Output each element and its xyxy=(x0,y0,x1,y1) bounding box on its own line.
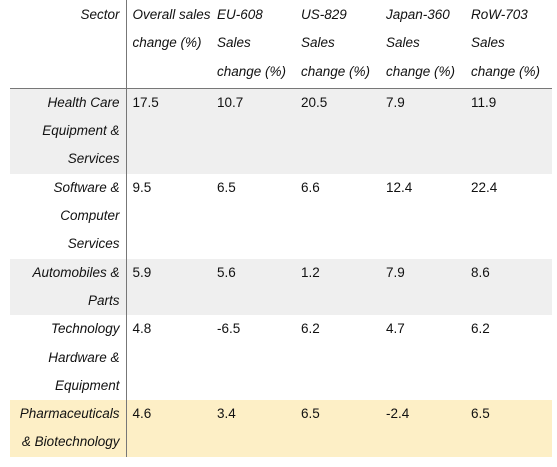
table-row: Health Care Equipment & Services 17.5 10… xyxy=(10,88,552,174)
sector-cell: Pharmaceuticals & Biotechnology xyxy=(10,400,127,457)
row-region-cell: 6.5 xyxy=(465,400,552,457)
header-eu: EU-608 Sales change (%) xyxy=(211,0,295,89)
us-cell: 20.5 xyxy=(295,88,380,174)
eu-cell: -6.5 xyxy=(211,315,295,401)
japan-cell: 7.9 xyxy=(380,258,465,316)
header-row-region: RoW-703 Sales change (%) xyxy=(465,0,552,89)
header-us: US-829 Sales change (%) xyxy=(295,0,380,89)
header-sector: Sector xyxy=(10,0,127,89)
sector-cell: Automobiles & Parts xyxy=(10,258,127,316)
overall-cell: 5.9 xyxy=(126,258,211,316)
japan-cell: 4.7 xyxy=(380,315,465,401)
overall-cell: 17.5 xyxy=(126,88,211,174)
eu-cell: 5.6 xyxy=(211,258,295,316)
sector-sales-change-table: Sector Overall sales change (%) EU-608 S… xyxy=(10,0,552,457)
eu-cell: 10.7 xyxy=(211,88,295,174)
row-region-cell: 22.4 xyxy=(465,173,552,259)
eu-cell: 3.4 xyxy=(211,400,295,457)
eu-cell: 6.5 xyxy=(211,173,295,259)
row-region-cell: 6.2 xyxy=(465,315,552,401)
table-row: Technology Hardware & Equipment 4.8 -6.5… xyxy=(10,315,552,401)
sector-cell: Software & Computer Services xyxy=(10,173,127,259)
overall-cell: 4.6 xyxy=(126,400,211,457)
header-row: Sector Overall sales change (%) EU-608 S… xyxy=(10,0,552,89)
header-overall: Overall sales change (%) xyxy=(126,0,211,89)
us-cell: 6.6 xyxy=(295,173,380,259)
us-cell: 6.5 xyxy=(295,400,380,457)
table-row-highlighted: Pharmaceuticals & Biotechnology 4.6 3.4 … xyxy=(10,400,552,457)
table-row: Software & Computer Services 9.5 6.5 6.6… xyxy=(10,173,552,259)
table-header: Sector Overall sales change (%) EU-608 S… xyxy=(10,0,552,89)
table-body: Health Care Equipment & Services 17.5 10… xyxy=(10,88,552,457)
japan-cell: 12.4 xyxy=(380,173,465,259)
header-japan: Japan-360 Sales change (%) xyxy=(380,0,465,89)
us-cell: 1.2 xyxy=(295,258,380,316)
overall-cell: 9.5 xyxy=(126,173,211,259)
table-row: Automobiles & Parts 5.9 5.6 1.2 7.9 8.6 xyxy=(10,258,552,316)
row-region-cell: 11.9 xyxy=(465,88,552,174)
us-cell: 6.2 xyxy=(295,315,380,401)
japan-cell: 7.9 xyxy=(380,88,465,174)
japan-cell: -2.4 xyxy=(380,400,465,457)
overall-cell: 4.8 xyxy=(126,315,211,401)
sector-cell: Technology Hardware & Equipment xyxy=(10,315,127,401)
sector-cell: Health Care Equipment & Services xyxy=(10,88,127,174)
row-region-cell: 8.6 xyxy=(465,258,552,316)
